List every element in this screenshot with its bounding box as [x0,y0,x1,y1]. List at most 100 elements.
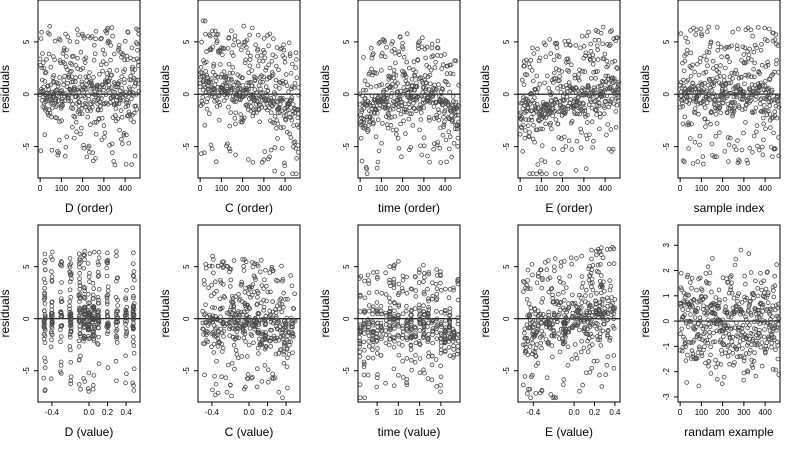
data-point [685,324,691,330]
data-point [455,122,460,127]
data-point [390,99,396,104]
data-point [561,340,566,346]
data-point [712,311,718,317]
data-point [271,333,277,339]
data-point [105,299,110,304]
data-point [115,95,120,100]
data-point [246,320,252,326]
data-point [551,70,557,76]
data-point [583,293,588,298]
data-point [722,149,728,154]
data-point [757,71,762,76]
data-point [231,82,237,88]
data-point [63,64,69,70]
data-point [764,340,770,345]
data-point [438,382,443,388]
data-point [208,142,214,148]
data-point [712,78,718,84]
data-point [537,55,543,61]
data-point [725,353,731,359]
data-point [42,317,47,322]
data-point [603,372,608,377]
data-point [49,321,55,327]
data-point [90,280,96,286]
data-point [255,63,261,69]
data-point [551,57,557,63]
data-point [48,82,53,88]
data-point [706,363,711,369]
data-point [549,322,555,328]
data-point [589,119,595,124]
x-axis-label: time (order) [378,201,440,215]
data-point [760,302,766,308]
data-point [716,305,722,311]
data-point [448,62,454,68]
data-point [42,365,48,371]
data-point [425,376,431,381]
data-point [561,280,566,286]
data-point [379,336,384,342]
data-point [771,130,776,136]
data-point [361,105,367,111]
data-point [203,69,209,74]
data-point [386,115,392,121]
data-point [730,334,735,340]
data-point [548,120,553,126]
data-point [550,395,556,401]
data-point [721,95,727,100]
data-point [587,369,593,375]
data-point [284,364,290,370]
data-point [746,307,751,313]
data-point [418,143,423,149]
data-point [726,44,732,50]
data-point [259,342,265,347]
data-point [230,70,235,76]
data-point [282,59,288,65]
data-point [582,111,588,117]
data-point [91,57,97,63]
data-point [517,132,523,137]
data-point [64,134,69,140]
data-point [86,310,91,316]
data-point [680,60,685,66]
data-point [434,336,440,342]
data-point [215,390,221,396]
data-point [413,334,419,339]
data-point [49,337,54,343]
data-point [254,384,260,390]
data-point [612,297,618,302]
data-point [550,354,555,360]
data-point [89,86,94,91]
data-point [358,136,364,141]
data-point [577,111,583,117]
data-point [251,289,257,295]
data-point [446,344,452,350]
x-tick-label: 300 [737,184,751,193]
data-point [213,279,218,285]
data-point [292,139,298,145]
data-point [584,33,590,39]
data-point [438,321,444,327]
data-point [455,279,460,284]
data-point [383,105,389,110]
data-point [432,65,438,70]
data-point [696,72,702,78]
data-point [254,302,260,307]
data-point [238,112,244,117]
data-point [91,338,97,343]
data-point [108,57,113,63]
data-point [106,86,112,91]
data-point [224,80,230,85]
data-point [426,65,432,70]
data-point [199,70,205,76]
data-point [775,43,781,48]
data-point [218,306,223,311]
data-point [240,83,246,88]
data-point [429,377,435,383]
data-point [534,171,539,177]
data-point [272,114,278,119]
data-point [768,92,773,97]
data-point [39,29,44,35]
data-point [720,328,725,334]
data-point [579,300,584,305]
